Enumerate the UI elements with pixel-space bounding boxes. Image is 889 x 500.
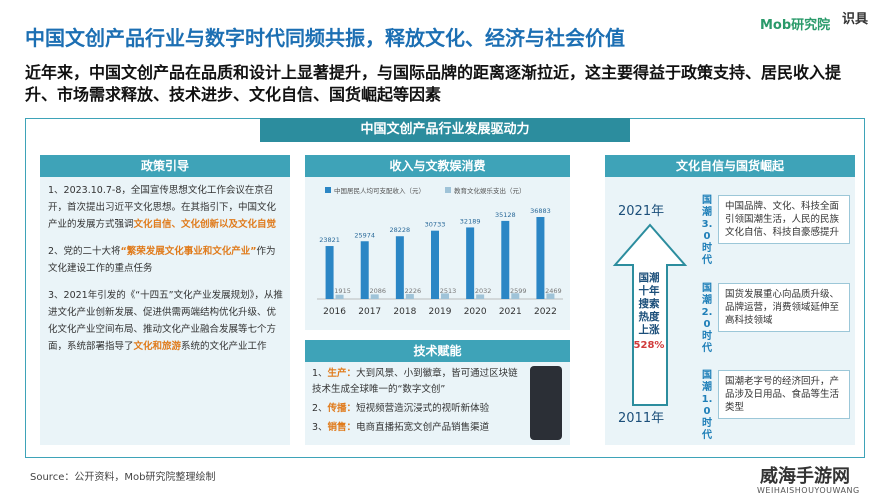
title: 中国文创产品行业与数字时代同频共振，释放文化、经济与社会价值	[25, 26, 625, 50]
stage-name: 国潮2.0时代	[701, 283, 713, 354]
x-tick-label: 2021	[499, 307, 522, 317]
value-label: 23821	[319, 236, 340, 244]
value-label: 1915	[334, 287, 351, 295]
x-tick-label: 2016	[323, 307, 346, 317]
text: 短视频营造沉浸式的视听新体验	[356, 403, 490, 414]
text: 1、2023.10.7-8，全国宣传思想文化工作会议在京召开，首次提出习近平文化…	[48, 185, 277, 230]
stage-name: 国潮3.0时代	[701, 195, 713, 266]
policy-item: 3、2021年引发的《“十四五”文化产业发展规划》，从推进文化产业创新发展、促进…	[48, 287, 284, 355]
tech-item: 1、生产：大到风景、小到徽章，皆可通过区块链技术生成全球唯一的“数字文创”	[312, 366, 527, 398]
bar	[431, 230, 439, 299]
x-tick-label: 2020	[464, 307, 487, 317]
text: 大到风景、小到徽章，皆可通过区块链技术生成全球唯一的“数字文创”	[312, 368, 518, 395]
top-year: 2021年	[618, 204, 665, 219]
policy-item: 1、2023.10.7-8，全国宣传思想文化工作会议在京召开，首次提出习近平文化…	[48, 182, 284, 233]
bar	[405, 294, 414, 299]
tech-title: 技术赋能	[305, 340, 570, 362]
x-tick-label: 2017	[358, 307, 381, 317]
stage: 国潮3.0时代 中国品牌、文化、科技全面引领国潮生活，人民的民族文化自信、科技自豪…	[700, 195, 850, 266]
logo2: 识具	[842, 12, 869, 27]
value-label: 2599	[510, 287, 527, 295]
value-label: 28228	[390, 226, 411, 234]
panel-title: 中国文创产品行业发展驱动力	[260, 118, 630, 142]
value-label: 2086	[369, 287, 386, 295]
bar	[325, 246, 334, 299]
label: 传播：	[327, 403, 357, 414]
bar	[370, 294, 379, 299]
highlight: 文化自信、文化创新以及文化自觉	[133, 219, 277, 230]
x-tick-label: 2019	[429, 307, 452, 317]
value-label: 36883	[530, 207, 551, 215]
bar	[466, 227, 475, 299]
bottom-year: 2011年	[618, 411, 665, 426]
stage-text: 中国品牌、文化、科技全面引领国潮生活，人民的民族文化自信、科技自豪感提升	[718, 195, 850, 244]
label: 销售：	[327, 422, 357, 433]
bar	[441, 293, 449, 299]
value-label: 30733	[425, 221, 446, 229]
culture-title: 文化自信与国货崛起	[605, 155, 855, 177]
stage: 国潮2.0时代 国货发展重心向品质升级、品牌运营，消费领域延伸至高科技领域	[700, 283, 850, 354]
x-tick-label: 2018	[393, 307, 416, 317]
stage-name: 国潮1.0时代	[701, 370, 713, 441]
value-label: 2226	[405, 287, 422, 295]
bar	[546, 293, 555, 299]
label: 生产：	[327, 368, 357, 379]
phone-image	[530, 366, 562, 440]
value-label: 25974	[354, 231, 375, 239]
value-label: 2032	[475, 287, 492, 295]
legend-label: 中国居民人均可支配收入（元）	[334, 186, 425, 195]
watermark-pinyin: WEIHAISHOUYOUWANG	[757, 486, 860, 495]
bar	[360, 241, 369, 299]
chart: 中国居民人均可支配收入（元） 教育文化娱乐支出（元） 2016 23821 1915 20…	[317, 186, 563, 317]
tech-item: 2、传播：短视频营造沉浸式的视听新体验	[312, 401, 527, 417]
value-label: 2469	[545, 287, 562, 295]
value-label: 35128	[495, 211, 516, 219]
text: 2、党的二十大将	[48, 246, 121, 257]
text: 电商直播拓宽文创产品销售渠道	[356, 422, 490, 433]
text: 作为文化建设工作的重点任务	[48, 246, 276, 274]
text: 3、2021年引发的《“十四五”文化产业发展规划》，从推进文化产业创新发展、促进…	[48, 290, 283, 352]
stage-text: 国潮老字号的经济回升，产品涉及日用品、食品等生活类型	[718, 370, 850, 419]
bar	[476, 294, 485, 299]
bar	[395, 236, 404, 299]
bar	[501, 220, 510, 299]
tech-text: 1、生产：大到风景、小到徽章，皆可通过区块链技术生成全球唯一的“数字文创” 2、…	[312, 366, 527, 436]
stage: 国潮1.0时代 国潮老字号的经济回升，产品涉及日用品、食品等生活类型	[700, 370, 850, 441]
text: 系统的文化产业工作	[181, 341, 267, 352]
arrow	[612, 223, 688, 406]
tech-item: 3、销售：电商直播拓宽文创产品销售渠道	[312, 420, 527, 436]
logo: Mob研究院	[760, 18, 831, 33]
stage-text: 国货发展重心向品质升级、品牌运营，消费领域延伸至高科技领域	[718, 283, 850, 332]
subtitle: 近年来，中国文创产品在品质和设计上显著提升，与国际品牌的距离逐渐拉近，这主要得益…	[25, 63, 842, 104]
bar	[536, 217, 545, 299]
highlight: 文化和旅游	[133, 341, 182, 352]
number: 3、	[312, 422, 328, 433]
bar	[511, 293, 520, 299]
policy-title: 政策引导	[40, 155, 290, 177]
source: Source：公开资料，Mob研究院整理绘制	[30, 472, 216, 483]
legend-swatch	[445, 187, 451, 193]
bar	[335, 294, 344, 299]
arrow-value: 528%	[633, 340, 665, 351]
x-tick-label: 2022	[534, 307, 557, 317]
value-label: 32189	[460, 217, 481, 225]
number: 2、	[312, 403, 328, 414]
policy-text: 1、2023.10.7-8，全国宣传思想文化工作会议在京召开，首次提出习近平文化…	[48, 182, 284, 355]
legend-swatch	[325, 187, 331, 193]
value-label: 2513	[440, 287, 457, 295]
watermark: 威海手游网	[760, 466, 850, 487]
policy-panel	[40, 155, 290, 445]
legend-label: 教育文化娱乐支出（元）	[454, 186, 526, 195]
number: 1、	[312, 368, 328, 379]
chart-title: 收入与文教娱消费	[305, 155, 570, 177]
highlight: “繁荣发展文化事业和文化产业”	[120, 246, 257, 257]
policy-item: 2、党的二十大将“繁荣发展文化事业和文化产业”作为文化建设工作的重点任务	[48, 243, 284, 277]
arrow-text: 国潮十年搜索热度上涨	[638, 272, 660, 336]
